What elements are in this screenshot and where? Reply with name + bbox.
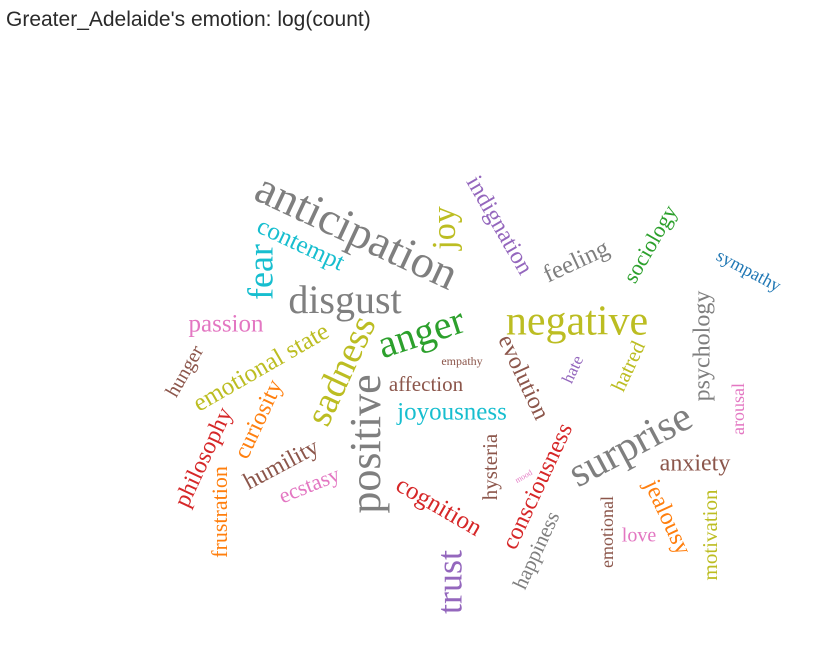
word-sociology: sociology: [618, 200, 682, 287]
word-indignation: indignation: [461, 171, 538, 279]
word-positive: positive: [341, 374, 390, 513]
word-fear: fear: [240, 244, 280, 300]
word-empathy: empathy: [441, 354, 482, 368]
word-frustration: frustration: [207, 466, 232, 558]
word-feeling: feeling: [539, 234, 614, 288]
word-joyousness: joyousness: [396, 399, 507, 426]
word-surprise: surprise: [561, 394, 700, 497]
word-anxiety: anxiety: [660, 451, 731, 477]
word-negative: negative: [506, 299, 648, 345]
word-psychology: psychology: [690, 291, 716, 402]
word-hate: hate: [558, 352, 587, 386]
word-motivation: motivation: [698, 489, 722, 580]
chart-title: Greater_Adelaide's emotion: log(count): [6, 8, 371, 31]
word-love: love: [622, 525, 657, 547]
word-hatred: hatred: [606, 337, 650, 395]
word-passion: passion: [189, 311, 265, 338]
word-disgust: disgust: [288, 277, 401, 322]
word-trust: trust: [429, 550, 469, 614]
word-cognition: cognition: [391, 471, 487, 542]
word-joy: joy: [426, 206, 463, 250]
word-affection: affection: [389, 372, 464, 396]
word-arousal: arousal: [728, 383, 748, 435]
word-emotional: emotional: [597, 496, 617, 568]
word-hysteria: hysteria: [478, 433, 502, 500]
word-sympathy: sympathy: [713, 245, 784, 296]
